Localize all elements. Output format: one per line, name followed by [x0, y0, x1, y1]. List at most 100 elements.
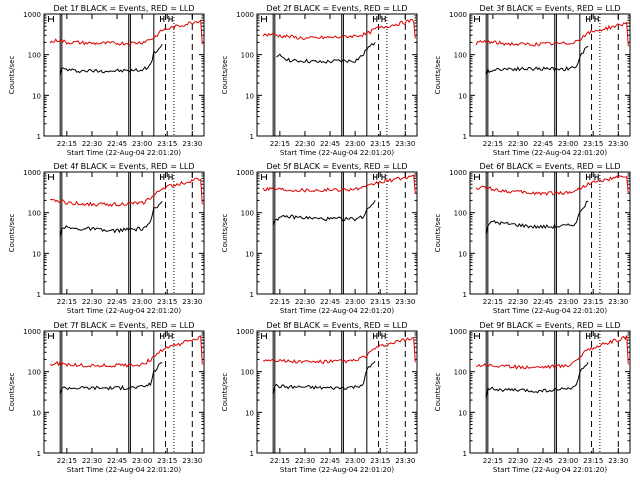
y-tick-label: 100	[454, 210, 467, 218]
x-tick-label: 22:45	[533, 298, 553, 306]
chart-title: Det 9f BLACK = Events, RED = LLD	[479, 321, 620, 330]
series-line-events	[59, 200, 163, 237]
chart-panel-1: Det 1f BLACK = Events, RED = LLD Counts/s…	[8, 4, 205, 157]
x-tick-label: 22:30	[508, 298, 528, 306]
x-tick-label: 22:45	[107, 298, 127, 306]
series-line-events	[485, 362, 589, 398]
series-line-lld	[475, 335, 629, 370]
chart-title: Det 3f BLACK = Events, RED = LLD	[479, 4, 620, 13]
chart-panel-8: Det 8f BLACK = Events, RED = LLD Counts/s…	[221, 321, 418, 474]
y-tick-label: 10	[32, 409, 41, 417]
y-tick-label: 100	[28, 210, 41, 218]
plot-frame	[469, 171, 631, 295]
interval-marker	[168, 333, 173, 339]
series-line-lld	[475, 21, 629, 47]
y-tick-label: 1	[37, 133, 41, 141]
x-tick-label: 23:00	[345, 298, 365, 306]
x-tick-label: 22:15	[57, 140, 77, 148]
series-line-lld	[262, 337, 416, 365]
x-axis-label: Start Time (22-Aug-04 22:01:20)	[493, 149, 607, 157]
interval-marker	[160, 333, 165, 339]
y-tick-label: 10	[245, 409, 254, 417]
y-tick-label: 100	[28, 369, 41, 377]
y-tick-label: 1000	[449, 328, 467, 336]
series-line-events	[272, 200, 376, 225]
chart-title: Det 6f BLACK = Events, RED = LLD	[479, 162, 620, 171]
y-tick-label: 1	[250, 291, 254, 299]
x-tick-label: 22:45	[107, 140, 127, 148]
x-tick-label: 22:45	[107, 457, 127, 465]
interval-marker	[160, 174, 165, 180]
series-line-events	[59, 44, 163, 75]
y-tick-label: 1	[37, 450, 41, 458]
y-tick-label: 1000	[449, 169, 467, 177]
interval-marker	[260, 174, 267, 180]
chart-panel-2: Det 2f BLACK = Events, RED = LLD Counts/s…	[221, 4, 418, 157]
x-tick-label: 23:15	[370, 457, 390, 465]
x-tick-label: 22:30	[295, 140, 315, 148]
plot-frame	[469, 13, 631, 137]
x-tick-label: 23:00	[345, 140, 365, 148]
y-tick-label: 1	[463, 450, 467, 458]
y-tick-label: 10	[458, 92, 467, 100]
interval-marker	[473, 16, 480, 22]
y-tick-label: 10	[32, 92, 41, 100]
x-tick-label: 23:30	[608, 140, 628, 148]
interval-marker	[586, 333, 591, 339]
y-axis-label: Counts/sec	[8, 214, 16, 253]
y-tick-label: 10	[245, 250, 254, 258]
interval-marker	[586, 16, 591, 22]
x-tick-label: 23:15	[370, 140, 390, 148]
y-tick-label: 100	[454, 369, 467, 377]
x-tick-label: 22:15	[270, 457, 290, 465]
y-tick-label: 1000	[449, 11, 467, 19]
chart-panel-7: Det 7f BLACK = Events, RED = LLD Counts/s…	[8, 321, 205, 474]
plot-frame	[256, 330, 418, 454]
interval-marker	[381, 16, 386, 22]
x-axis-label: Start Time (22-Aug-04 22:01:20)	[493, 307, 607, 315]
series-line-events	[276, 42, 376, 64]
series-line-lld	[475, 175, 629, 196]
y-tick-label: 1000	[23, 328, 41, 336]
plot-frame	[256, 13, 418, 137]
y-tick-label: 1000	[23, 169, 41, 177]
series-line-lld	[262, 174, 416, 194]
series-line-lld	[49, 335, 203, 368]
series-line-events	[59, 361, 163, 394]
interval-marker	[586, 174, 591, 180]
x-tick-label: 23:15	[157, 298, 177, 306]
series-line-events	[485, 200, 589, 235]
y-tick-label: 10	[458, 409, 467, 417]
y-tick-label: 1	[250, 450, 254, 458]
y-tick-label: 100	[28, 52, 41, 60]
x-tick-label: 23:30	[182, 457, 202, 465]
x-tick-label: 23:15	[583, 457, 603, 465]
plot-frame	[43, 13, 205, 137]
x-tick-label: 22:15	[483, 140, 503, 148]
series-line-events	[272, 360, 376, 395]
x-tick-label: 22:45	[320, 140, 340, 148]
chart-title: Det 5f BLACK = Events, RED = LLD	[266, 162, 407, 171]
y-axis-label: Counts/sec	[221, 56, 229, 95]
chart-title: Det 1f BLACK = Events, RED = LLD	[53, 4, 194, 13]
y-tick-label: 100	[454, 52, 467, 60]
y-tick-label: 1	[250, 133, 254, 141]
interval-marker	[47, 333, 54, 339]
chart-title: Det 7f BLACK = Events, RED = LLD	[53, 321, 194, 330]
interval-marker	[373, 174, 378, 180]
y-tick-label: 100	[241, 369, 254, 377]
y-tick-label: 10	[458, 250, 467, 258]
x-axis-label: Start Time (22-Aug-04 22:01:20)	[280, 149, 394, 157]
interval-marker	[47, 16, 54, 22]
x-tick-label: 22:15	[270, 140, 290, 148]
y-tick-label: 100	[241, 52, 254, 60]
y-axis-label: Counts/sec	[221, 214, 229, 253]
chart-title: Det 4f BLACK = Events, RED = LLD	[53, 162, 194, 171]
interval-marker	[473, 174, 480, 180]
x-tick-label: 22:45	[533, 140, 553, 148]
x-tick-label: 23:00	[558, 457, 578, 465]
y-tick-label: 1000	[236, 11, 254, 19]
x-tick-label: 22:30	[82, 298, 102, 306]
x-tick-label: 22:45	[320, 457, 340, 465]
y-axis-label: Counts/sec	[434, 373, 442, 412]
